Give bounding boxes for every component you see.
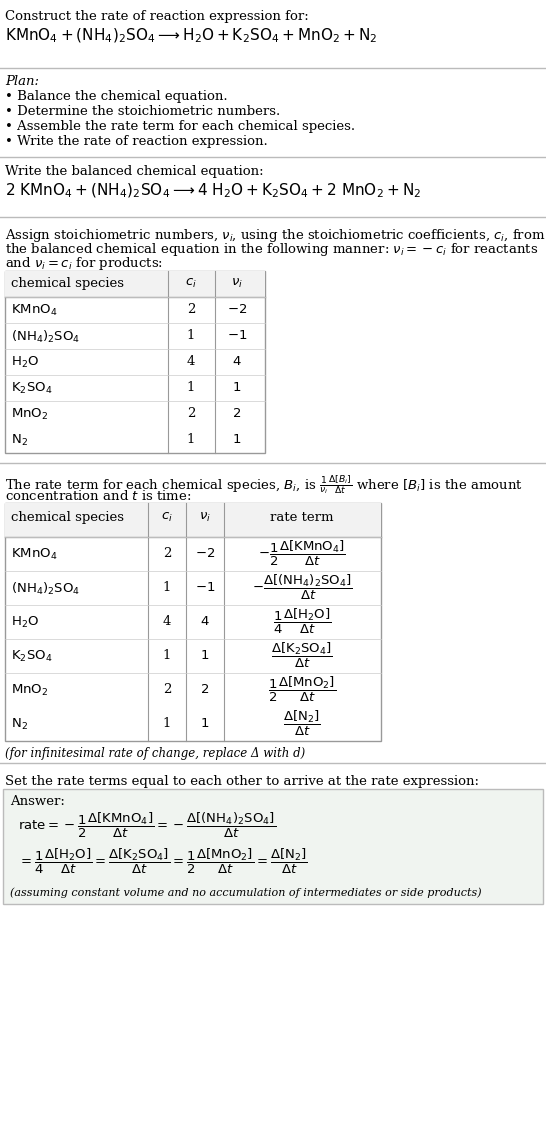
Text: $c_i$: $c_i$ [161, 510, 173, 524]
Text: 1: 1 [163, 581, 171, 594]
Text: $\mathrm{KMnO_4}$: $\mathrm{KMnO_4}$ [11, 303, 57, 319]
Text: $\dfrac{\Delta[\mathrm{N_2}]}{\Delta t}$: $\dfrac{\Delta[\mathrm{N_2}]}{\Delta t}$ [283, 708, 321, 738]
Text: Answer:: Answer: [10, 795, 65, 809]
Text: (for infinitesimal rate of change, replace Δ with d): (for infinitesimal rate of change, repla… [5, 747, 305, 759]
Text: • Assemble the rate term for each chemical species.: • Assemble the rate term for each chemic… [5, 120, 355, 132]
Text: Write the balanced chemical equation:: Write the balanced chemical equation: [5, 164, 264, 178]
Text: $\mathrm{N_2}$: $\mathrm{N_2}$ [11, 433, 28, 448]
Text: 1: 1 [163, 649, 171, 662]
Text: Construct the rate of reaction expression for:: Construct the rate of reaction expressio… [5, 10, 308, 23]
Text: $-\dfrac{\Delta[\mathrm{(NH_4)_2SO_4}]}{\Delta t}$: $-\dfrac{\Delta[\mathrm{(NH_4)_2SO_4}]}{… [252, 572, 352, 602]
Text: $\dfrac{\Delta[\mathrm{K_2SO_4}]}{\Delta t}$: $\dfrac{\Delta[\mathrm{K_2SO_4}]}{\Delta… [271, 641, 333, 669]
Text: $\mathrm{MnO_2}$: $\mathrm{MnO_2}$ [11, 683, 48, 698]
Text: $4$: $4$ [200, 616, 210, 628]
Bar [5, 271, 265, 297]
Text: $\mathrm{rate} = -\dfrac{1}{2}\dfrac{\Delta[\mathrm{KMnO_4}]}{\Delta t} = -\dfra: $\mathrm{rate} = -\dfrac{1}{2}\dfrac{\De… [18, 811, 276, 841]
Text: Assign stoichiometric numbers, $\nu_i$, using the stoichiometric coefficients, $: Assign stoichiometric numbers, $\nu_i$, … [5, 227, 545, 244]
Text: Set the rate terms equal to each other to arrive at the rate expression:: Set the rate terms equal to each other t… [5, 775, 479, 788]
Text: $-2$: $-2$ [227, 303, 247, 316]
Bar [3, 789, 543, 904]
Text: 1: 1 [187, 381, 195, 394]
Text: $-1$: $-1$ [227, 329, 247, 341]
Text: 1: 1 [187, 329, 195, 341]
Text: $\nu_i$: $\nu_i$ [231, 278, 243, 290]
Text: 2: 2 [187, 407, 195, 420]
Text: 1: 1 [163, 717, 171, 730]
Bar [5, 271, 265, 453]
Text: Plan:: Plan: [5, 75, 39, 88]
Text: $\mathrm{H_2O}$: $\mathrm{H_2O}$ [11, 616, 39, 630]
Text: $4$: $4$ [232, 355, 242, 368]
Text: rate term: rate term [270, 510, 334, 524]
Text: chemical species: chemical species [11, 278, 124, 290]
Bar [5, 502, 381, 537]
Text: $\mathrm{MnO_2}$: $\mathrm{MnO_2}$ [11, 407, 48, 423]
Text: $\mathrm{KMnO_4 + (NH_4)_2SO_4 \longrightarrow H_2O + K_2SO_4 + MnO_2 + N_2}$: $\mathrm{KMnO_4 + (NH_4)_2SO_4 \longrigh… [5, 27, 377, 46]
Text: concentration and $t$ is time:: concentration and $t$ is time: [5, 489, 192, 502]
Text: $1$: $1$ [233, 381, 242, 394]
Text: $\mathrm{K_2SO_4}$: $\mathrm{K_2SO_4}$ [11, 649, 52, 665]
Text: • Balance the chemical equation.: • Balance the chemical equation. [5, 90, 228, 103]
Text: $\mathrm{2\ KMnO_4 + (NH_4)_2SO_4 \longrightarrow 4\ H_2O + K_2SO_4 + 2\ MnO_2 +: $\mathrm{2\ KMnO_4 + (NH_4)_2SO_4 \longr… [5, 182, 422, 200]
Text: $= \dfrac{1}{4}\dfrac{\Delta[\mathrm{H_2O}]}{\Delta t} = \dfrac{\Delta[\mathrm{K: $= \dfrac{1}{4}\dfrac{\Delta[\mathrm{H_2… [18, 847, 308, 876]
Text: • Write the rate of reaction expression.: • Write the rate of reaction expression. [5, 135, 268, 148]
Text: $-\dfrac{1}{2}\dfrac{\Delta[\mathrm{KMnO_4}]}{\Delta t}$: $-\dfrac{1}{2}\dfrac{\Delta[\mathrm{KMnO… [258, 538, 346, 568]
Text: $1$: $1$ [233, 433, 242, 447]
Text: • Determine the stoichiometric numbers.: • Determine the stoichiometric numbers. [5, 105, 280, 118]
Text: $-2$: $-2$ [195, 547, 215, 560]
Text: and $\nu_i = c_i$ for products:: and $\nu_i = c_i$ for products: [5, 255, 163, 272]
Text: $2$: $2$ [200, 683, 210, 695]
Text: $c_i$: $c_i$ [185, 278, 197, 290]
Text: $\dfrac{1}{2}\dfrac{\Delta[\mathrm{MnO_2}]}{\Delta t}$: $\dfrac{1}{2}\dfrac{\Delta[\mathrm{MnO_2… [268, 675, 336, 703]
Text: 2: 2 [163, 683, 171, 695]
Text: $2$: $2$ [233, 407, 241, 420]
Text: $1$: $1$ [200, 649, 210, 662]
Text: $\mathrm{N_2}$: $\mathrm{N_2}$ [11, 717, 28, 732]
Text: The rate term for each chemical species, $B_i$, is $\frac{1}{\nu_i}\frac{\Delta[: The rate term for each chemical species,… [5, 473, 523, 496]
Text: $\dfrac{1}{4}\dfrac{\Delta[\mathrm{H_2O}]}{\Delta t}$: $\dfrac{1}{4}\dfrac{\Delta[\mathrm{H_2O}… [273, 606, 331, 636]
Text: 2: 2 [187, 303, 195, 316]
Bar [5, 502, 381, 741]
Text: 4: 4 [187, 355, 195, 368]
Text: $\mathrm{K_2SO_4}$: $\mathrm{K_2SO_4}$ [11, 381, 52, 396]
Text: $\mathrm{H_2O}$: $\mathrm{H_2O}$ [11, 355, 39, 370]
Text: $1$: $1$ [200, 717, 210, 730]
Text: $-1$: $-1$ [195, 581, 215, 594]
Text: the balanced chemical equation in the following manner: $\nu_i = -c_i$ for react: the balanced chemical equation in the fo… [5, 241, 538, 258]
Text: $\mathrm{(NH_4)_2SO_4}$: $\mathrm{(NH_4)_2SO_4}$ [11, 581, 80, 597]
Text: 2: 2 [163, 547, 171, 560]
Text: $\mathrm{KMnO_4}$: $\mathrm{KMnO_4}$ [11, 547, 57, 562]
Text: (assuming constant volume and no accumulation of intermediates or side products): (assuming constant volume and no accumul… [10, 887, 482, 898]
Text: $\mathrm{(NH_4)_2SO_4}$: $\mathrm{(NH_4)_2SO_4}$ [11, 329, 80, 345]
Text: 1: 1 [187, 433, 195, 447]
Text: 4: 4 [163, 616, 171, 628]
Text: $\nu_i$: $\nu_i$ [199, 510, 211, 524]
Text: chemical species: chemical species [11, 510, 124, 524]
